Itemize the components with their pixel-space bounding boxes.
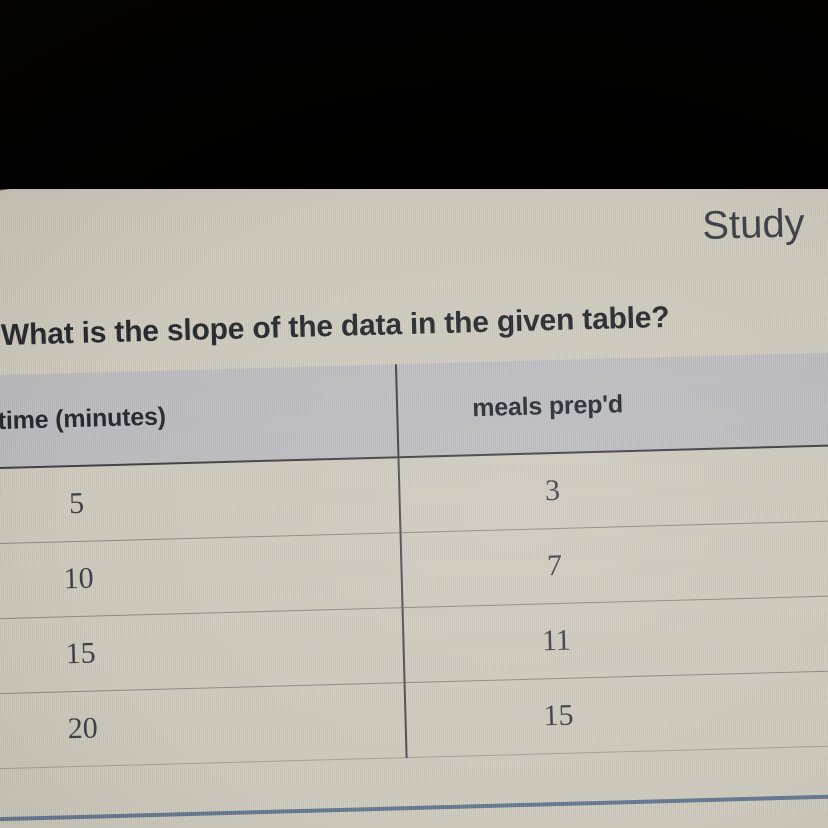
question-text: What is the slope of the data in the giv… bbox=[0, 300, 670, 352]
screen-surface: Study What is the slope of the data in t… bbox=[0, 125, 828, 828]
site-brand-label: Study bbox=[701, 201, 806, 248]
page-divider-rule bbox=[0, 792, 828, 822]
data-table: time (minutes) meals prep'd 5 3 10 7 15 … bbox=[0, 351, 828, 770]
cell-time: 15 bbox=[0, 607, 405, 695]
cell-time: 10 bbox=[0, 532, 403, 620]
cell-meals: 3 bbox=[398, 443, 828, 533]
letterbox-bar-top bbox=[0, 0, 828, 189]
cell-time: 20 bbox=[0, 682, 407, 770]
column-header-time: time (minutes) bbox=[0, 364, 399, 469]
cell-meals: 7 bbox=[400, 519, 828, 608]
cell-meals: 11 bbox=[402, 594, 828, 683]
cell-time: 5 bbox=[0, 457, 401, 545]
column-header-meals: meals prep'd bbox=[395, 351, 828, 458]
cell-meals: 15 bbox=[404, 669, 828, 758]
